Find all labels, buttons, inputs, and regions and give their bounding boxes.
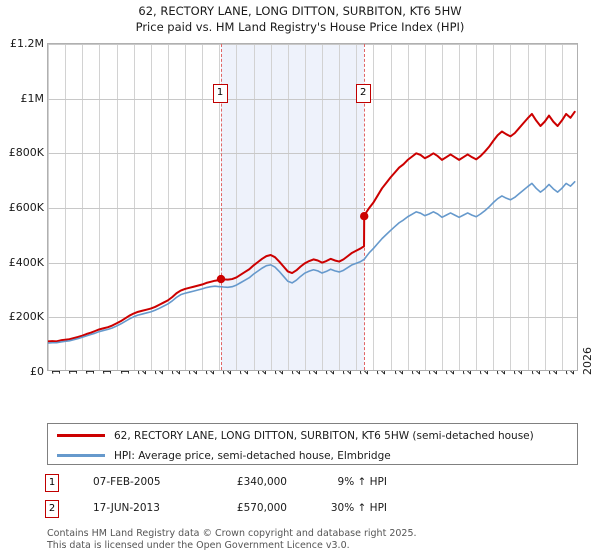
gridline-vertical: [442, 44, 443, 370]
plot-area: [47, 43, 578, 371]
gridline-vertical: [65, 44, 66, 370]
y-tick-label: £600K: [8, 201, 44, 214]
sale-point-marker-1[interactable]: [216, 274, 226, 284]
transactions-table: 1 07-FEB-2005 £340,000 9% ↑ HPI 2 17-JUN-2013…: [45, 471, 465, 523]
series-line-hpi-average: [48, 180, 576, 344]
legend-item: HPI: Average price, semi-detached house,…: [48, 445, 577, 466]
footer-attribution: Contains HM Land Registry data © Crown c…: [47, 528, 587, 551]
gridline-vertical: [425, 44, 426, 370]
gridline-vertical: [99, 44, 100, 370]
y-tick-label: £400K: [8, 255, 44, 269]
gridline-vertical: [134, 44, 135, 370]
page-title: 62, RECTORY LANE, LONG DITTON, SURBITON,…: [0, 3, 600, 35]
gridline-vertical: [151, 44, 152, 370]
y-tick-label: £800K: [8, 146, 44, 160]
legend-label: HPI: Average price, semi-detached house,…: [114, 449, 391, 462]
transaction-date: 17-JUN-2013: [93, 502, 160, 514]
transaction-marker-badge[interactable]: 1: [45, 474, 59, 492]
gridline-horizontal: [48, 208, 577, 209]
gridline-vertical: [305, 44, 306, 370]
chart-legend: 62, RECTORY LANE, LONG DITTON, SURBITON,…: [47, 423, 578, 465]
legend-label: 62, RECTORY LANE, LONG DITTON, SURBITON,…: [114, 429, 534, 442]
gridline-vertical: [168, 44, 169, 370]
event-badge-2[interactable]: 2: [355, 84, 371, 103]
gridline-vertical: [339, 44, 340, 370]
x-tick-label: 2026: [581, 347, 594, 375]
transaction-date: 07-FEB-2005: [93, 476, 161, 488]
title-line-1: 62, RECTORY LANE, LONG DITTON, SURBITON,…: [138, 4, 462, 18]
gridline-vertical: [408, 44, 409, 370]
title-line-2: Price paid vs. HM Land Registry's House …: [135, 20, 465, 34]
gridline-horizontal: [48, 99, 577, 100]
gridline-vertical: [48, 44, 49, 370]
footer-line-2: This data is licensed under the Open Gov…: [47, 539, 350, 551]
gridline-horizontal: [48, 263, 577, 264]
gridline-vertical: [322, 44, 323, 370]
gridline-vertical: [288, 44, 289, 370]
gridline-vertical: [459, 44, 460, 370]
legend-item: 62, RECTORY LANE, LONG DITTON, SURBITON,…: [48, 425, 577, 446]
gridline-horizontal: [48, 317, 577, 318]
gridline-vertical: [185, 44, 186, 370]
y-tick-label: £200K: [8, 310, 44, 324]
gridline-horizontal: [48, 44, 577, 45]
gridline-horizontal: [48, 153, 577, 154]
gridline-vertical: [528, 44, 529, 370]
gridline-vertical: [373, 44, 374, 370]
event-line-2: [364, 44, 366, 370]
transaction-price: £340,000: [236, 476, 287, 488]
ownership-period-band: [221, 44, 365, 370]
gridline-vertical: [82, 44, 83, 370]
gridline-vertical: [391, 44, 392, 370]
legend-color-swatch: [57, 434, 105, 437]
y-tick-label: £1.2M: [10, 37, 44, 50]
legend-color-swatch: [57, 454, 105, 457]
event-badge-1[interactable]: 1: [212, 84, 228, 103]
transaction-hpi-delta: 30% ↑ HPI: [330, 502, 387, 514]
series-line-price-paid: [48, 110, 576, 343]
table-row: 2 17-JUN-2013 £570,000 30% ↑ HPI: [45, 497, 465, 523]
gridline-vertical: [562, 44, 563, 370]
gridline-vertical: [236, 44, 237, 370]
gridline-vertical: [356, 44, 357, 370]
transaction-hpi-delta: 9% ↑ HPI: [337, 476, 387, 488]
event-line-1: [221, 44, 222, 370]
gridline-vertical: [476, 44, 477, 370]
series-layer: [48, 110, 576, 344]
sale-point-marker-2[interactable]: [360, 212, 369, 221]
gridline-vertical: [202, 44, 203, 370]
y-tick-label: £0: [30, 365, 44, 378]
gridline-vertical: [117, 44, 118, 370]
gridline-vertical: [493, 44, 494, 370]
gridline-vertical: [545, 44, 546, 370]
footer-line-1: Contains HM Land Registry data © Crown c…: [47, 528, 417, 539]
transaction-marker-badge[interactable]: 2: [45, 500, 59, 518]
gridline-vertical: [219, 44, 220, 370]
gridline-vertical: [510, 44, 511, 370]
y-tick-label: £1M: [20, 91, 45, 105]
gridline-vertical: [254, 44, 255, 370]
gridline-vertical: [271, 44, 272, 370]
table-row: 1 07-FEB-2005 £340,000 9% ↑ HPI: [45, 471, 465, 497]
transaction-price: £570,000: [236, 502, 287, 514]
